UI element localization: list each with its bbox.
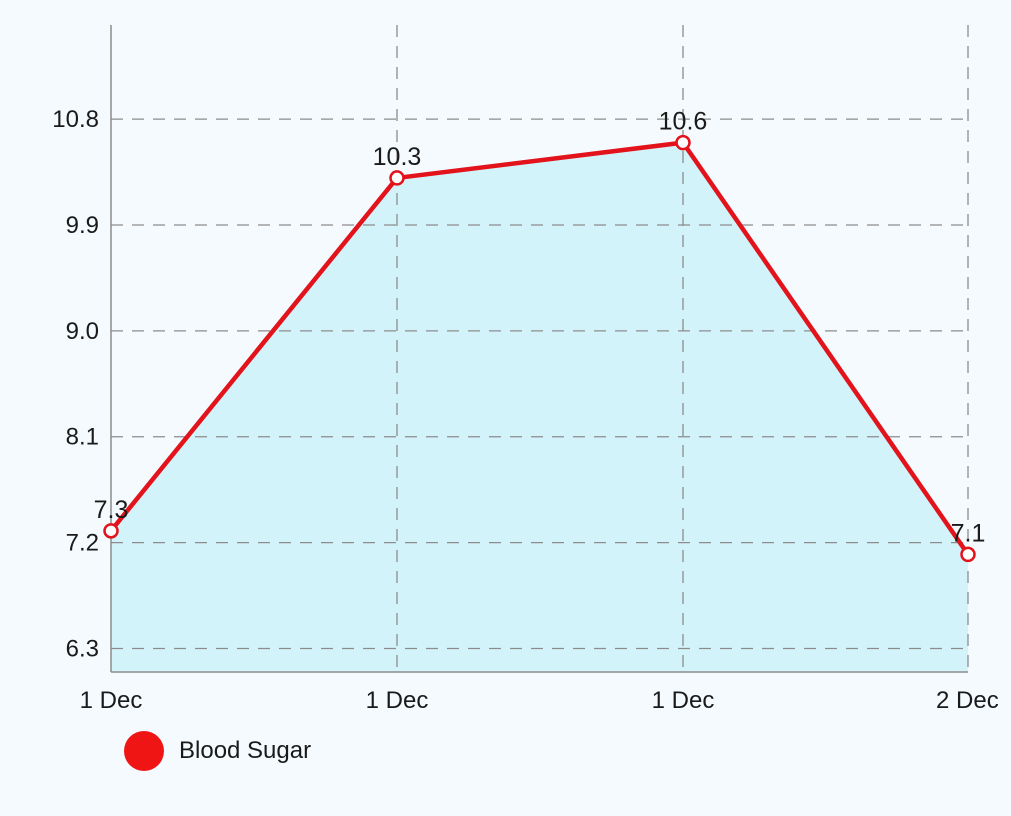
x-tick-label: 2 Dec (936, 687, 999, 714)
data-point (960, 546, 976, 563)
y-tick-label: 10.8 (52, 106, 99, 133)
legend-swatch-blood-sugar (124, 731, 164, 771)
legend-label-blood-sugar: Blood Sugar (179, 737, 312, 764)
x-tick-label: 1 Dec (80, 687, 143, 714)
x-tick-label: 1 Dec (652, 687, 715, 714)
series-line-blood-sugar (108, 140, 971, 557)
area-fill (111, 142, 968, 673)
data-label: 10.6 (659, 108, 708, 136)
y-tick-label: 6.3 (66, 635, 99, 662)
data-point (675, 134, 691, 151)
x-tick-label: 1 Dec (366, 687, 429, 714)
legend: Blood Sugar (124, 731, 311, 771)
data-point (389, 170, 405, 186)
data-label: 7.1 (951, 519, 986, 547)
data-label: 7.3 (94, 496, 129, 524)
y-tick-label: 8.1 (66, 424, 99, 451)
data-point (103, 523, 119, 539)
y-tick-label: 9.0 (66, 318, 99, 345)
y-tick-label: 9.9 (66, 212, 99, 239)
y-tick-label: 7.2 (66, 530, 99, 557)
data-label: 10.3 (373, 143, 422, 171)
